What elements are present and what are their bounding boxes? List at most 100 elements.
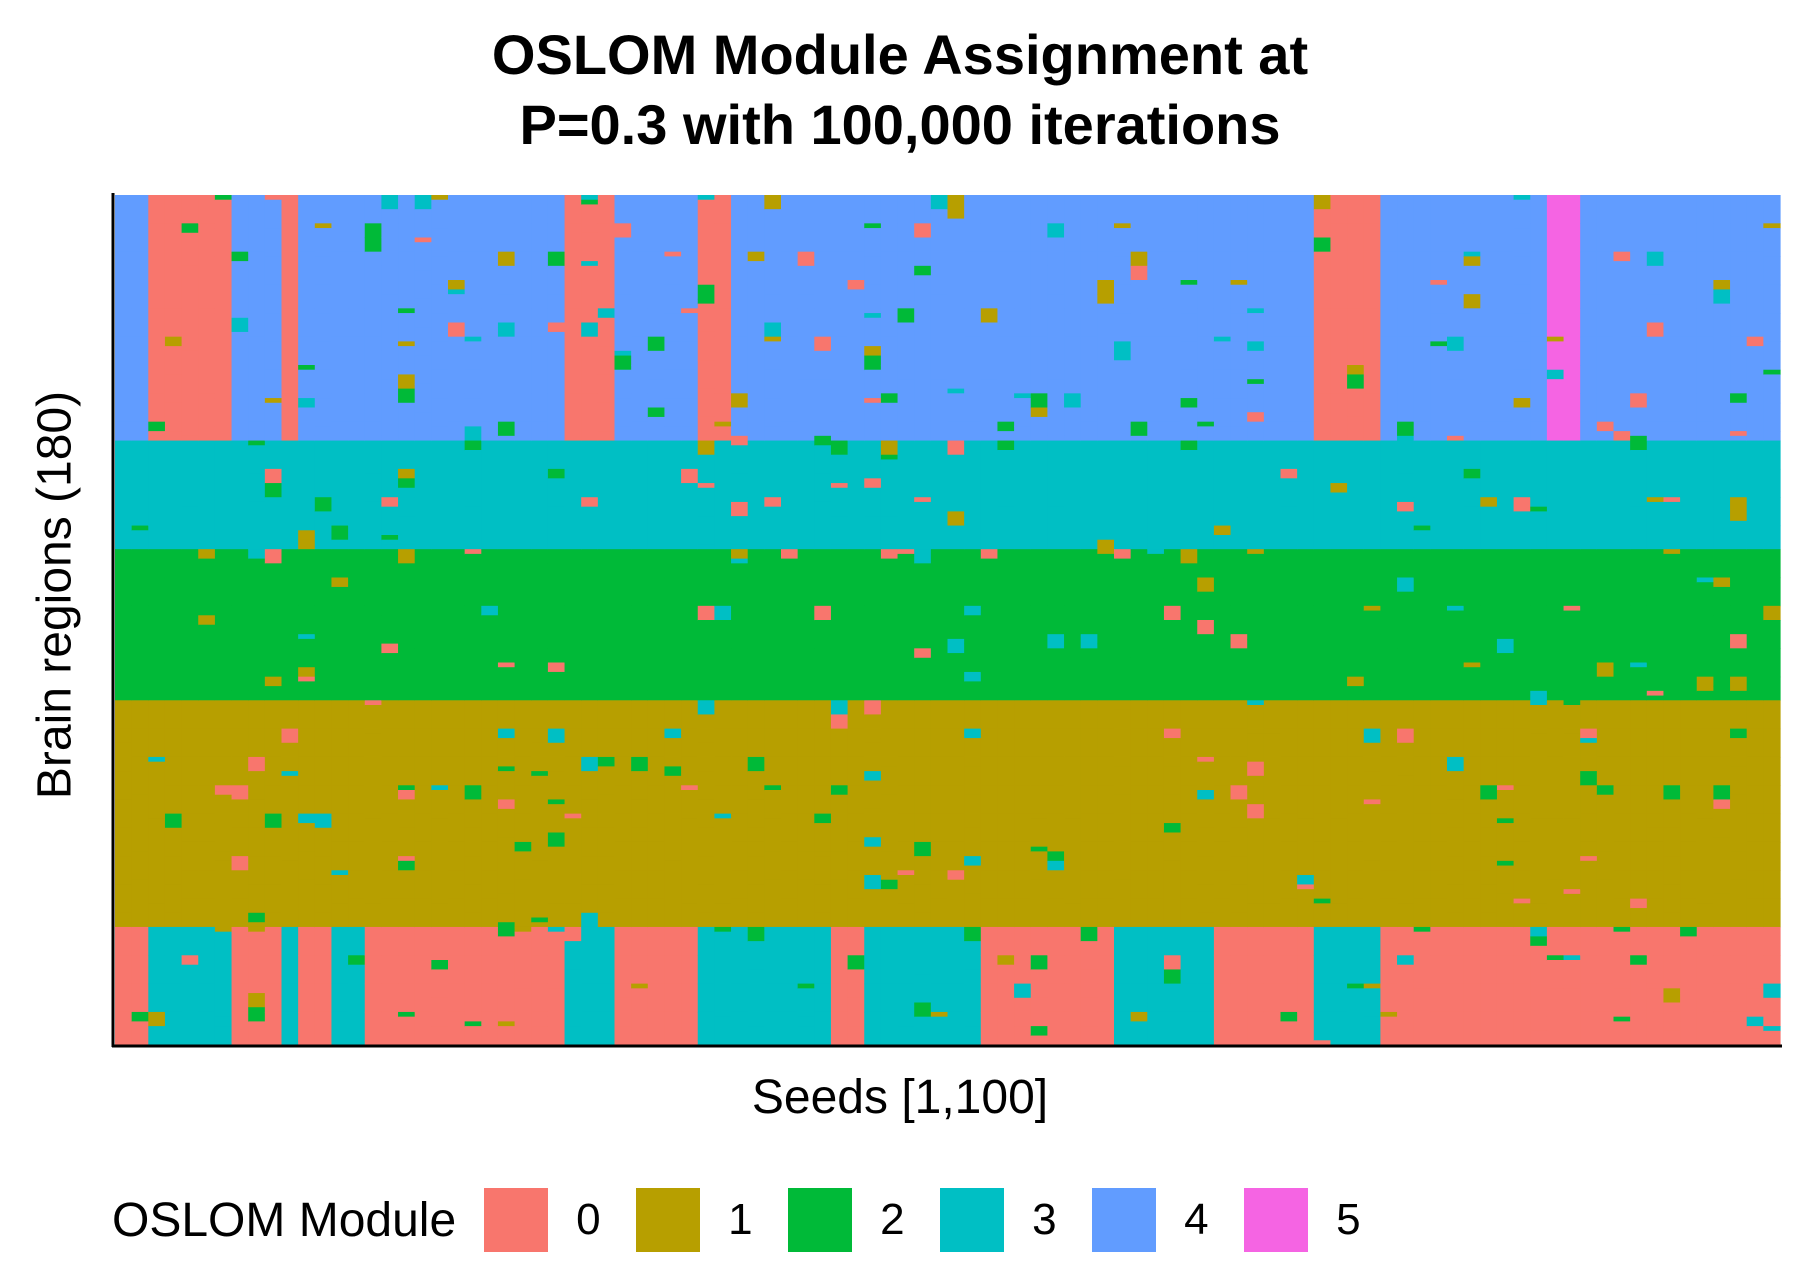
heatmap-cell: [697, 228, 715, 257]
heatmap-cell: [1114, 586, 1132, 616]
heatmap-cell: [364, 577, 382, 607]
heatmap-cell: [1097, 615, 1115, 645]
heatmap-cell: [448, 898, 466, 928]
heatmap-cell: [214, 728, 233, 758]
heatmap-cell: [148, 846, 166, 876]
heatmap-cell: [1014, 365, 1032, 394]
heatmap-cell: [1047, 440, 1065, 470]
heatmap-cell: [1696, 365, 1714, 394]
heatmap-cell: [1713, 360, 1731, 390]
heatmap-cell: [1213, 497, 1232, 527]
heatmap-cell: [148, 700, 166, 730]
heatmap-cell: [1180, 223, 1198, 253]
heatmap-cell: [1130, 756, 1148, 786]
heatmap-cell: [1047, 435, 1065, 442]
heatmap-cell: [264, 700, 283, 730]
heatmap-cell: [1080, 468, 1098, 498]
heatmap-cell: [1230, 497, 1248, 527]
heatmap-cell: [697, 516, 715, 546]
heatmap-cell: [431, 676, 449, 701]
heatmap-cell: [314, 634, 333, 664]
heatmap-cell: [1713, 331, 1731, 361]
heatmap-cell: [398, 955, 416, 985]
heatmap-cell: [1530, 818, 1548, 848]
heatmap-cell: [1580, 738, 1598, 744]
heatmap-cell: [1247, 280, 1265, 309]
heatmap-cell: [1313, 728, 1332, 758]
heatmap-cell: [1480, 223, 1498, 253]
heatmap-cell: [1646, 265, 1665, 295]
heatmap-cell: [947, 983, 965, 1013]
heatmap-cell: [514, 813, 532, 843]
heatmap-cell: [1696, 577, 1714, 583]
heatmap-cell: [697, 676, 715, 701]
heatmap-cell: [581, 756, 599, 772]
heatmap-cell: [647, 926, 666, 956]
heatmap-cell: [664, 926, 682, 956]
heatmap-cell: [597, 827, 616, 857]
heatmap-cell: [930, 237, 949, 267]
heatmap-cell: [214, 341, 233, 371]
heatmap-cell: [248, 365, 266, 394]
heatmap-cell: [564, 969, 582, 999]
heatmap-cell: [1513, 903, 1531, 928]
heatmap-cell: [381, 544, 399, 550]
heatmap-cell: [381, 955, 399, 985]
heatmap-cell: [980, 322, 999, 352]
heatmap-cell: [1347, 440, 1365, 470]
heatmap-cell: [1680, 497, 1698, 527]
heatmap-cell: [1496, 251, 1515, 281]
heatmap-cell: [298, 667, 316, 678]
heatmap-cell: [547, 360, 566, 390]
heatmap-cell: [1080, 969, 1098, 999]
heatmap-cell: [1180, 841, 1198, 871]
heatmap-cell: [1480, 912, 1498, 928]
heatmap-cell: [281, 917, 299, 928]
heatmap-cell: [181, 506, 199, 536]
heatmap-cell: [164, 468, 183, 498]
heatmap-cell: [1080, 634, 1098, 649]
heatmap-cell: [1313, 549, 1332, 579]
heatmap-cell: [1513, 549, 1531, 579]
heatmap-cell: [697, 771, 715, 801]
heatmap-cell: [1280, 1021, 1298, 1046]
heatmap-cell: [214, 960, 233, 989]
heatmap-cell: [681, 983, 699, 1013]
heatmap-cell: [564, 280, 582, 309]
heatmap-cell: [1746, 525, 1764, 550]
heatmap-cell: [214, 1016, 233, 1027]
heatmap-cell: [1114, 360, 1132, 390]
heatmap-cell: [1613, 931, 1631, 961]
heatmap-cell: [1114, 511, 1132, 541]
heatmap-cell: [1613, 1016, 1631, 1022]
heatmap-cell: [248, 421, 266, 442]
heatmap-cell: [1463, 605, 1481, 635]
heatmap-cell: [914, 303, 932, 333]
heatmap-cell: [1114, 766, 1132, 796]
heatmap-cell: [1347, 700, 1365, 730]
heatmap-cell: [1646, 223, 1665, 253]
heatmap-cell: [930, 605, 949, 635]
heatmap-cell: [364, 662, 382, 692]
heatmap-cell: [348, 785, 366, 815]
heatmap-cell: [115, 440, 133, 470]
heatmap-cell: [281, 771, 299, 777]
heatmap-cell: [1163, 620, 1182, 649]
heatmap-cell: [1763, 1026, 1781, 1032]
heatmap-cell: [1397, 511, 1415, 541]
heatmap-cell: [1613, 700, 1631, 730]
heatmap-cell: [1763, 577, 1781, 607]
heatmap-cell: [1430, 605, 1448, 635]
heatmap-cell: [747, 402, 765, 432]
heatmap-cell: [1480, 856, 1498, 886]
heatmap-cell: [597, 610, 616, 640]
heatmap-cell: [1363, 695, 1381, 701]
heatmap-cell: [1213, 728, 1232, 758]
heatmap-cell: [1180, 662, 1198, 692]
heatmap-cell: [647, 336, 666, 352]
heatmap-cell: [914, 530, 932, 550]
heatmap-cell: [1330, 690, 1348, 701]
heatmap-cell: [264, 756, 283, 786]
heatmap-cell: [1680, 813, 1698, 843]
heatmap-cell: [647, 440, 666, 470]
